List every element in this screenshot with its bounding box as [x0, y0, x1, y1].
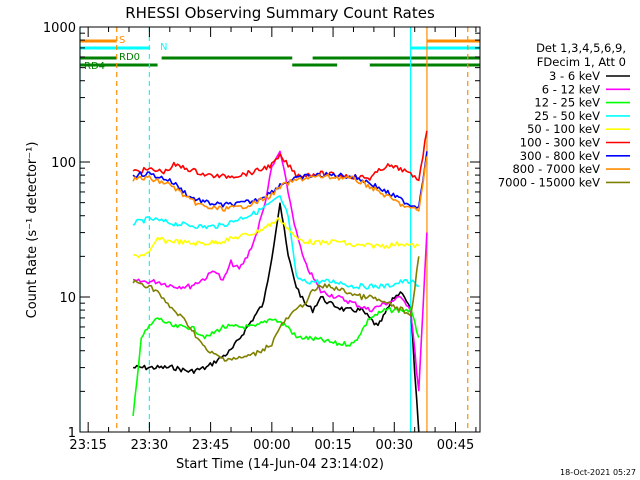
legend: Det 1,3,4,5,6,9, FDecim 1, Att 0 3 - 6 k… — [498, 41, 630, 189]
legend-header-line-2: FDecim 1, Att 0 — [537, 55, 626, 69]
state-bar-label: N — [160, 42, 167, 53]
x-tick-label: 23:15 — [69, 438, 106, 453]
state-bars-group: S N RD0 RD4 — [80, 35, 480, 72]
legend-entry-label: 800 - 7000 keV — [512, 162, 600, 176]
y-axis-label: Count Rate (s⁻¹ detector⁻¹) — [25, 142, 40, 319]
series-line — [132, 130, 428, 182]
state-bar-label: RD4 — [84, 61, 105, 72]
state-bar-label: S — [119, 35, 125, 46]
x-tick-label: 00:15 — [314, 438, 351, 453]
x-tick-label: 00:00 — [253, 438, 290, 453]
series-line — [132, 306, 420, 416]
legend-entry-label: 100 - 300 keV — [520, 136, 600, 150]
series-line — [132, 151, 428, 209]
series-line — [132, 150, 428, 392]
x-axis-ticks: 23:15 23:30 23:45 00:00 00:15 00:30 00:45 — [69, 27, 477, 453]
legend-entry-label: 25 - 50 keV — [534, 109, 600, 123]
x-axis-label: Start Time (14-Jun-04 23:14:02) — [176, 457, 384, 472]
x-tick-label: 23:45 — [192, 438, 229, 453]
legend-entry-label: 3 - 6 keV — [549, 69, 600, 83]
series-line — [132, 195, 420, 290]
x-tick-label: 23:30 — [131, 438, 168, 453]
series-line — [132, 256, 420, 362]
legend-entry-label: 12 - 25 keV — [534, 96, 600, 110]
series-group — [132, 130, 428, 433]
state-bar-label: RD0 — [119, 52, 140, 63]
y-tick-label: 1000 — [43, 21, 76, 36]
chart-title: RHESSI Observing Summary Count Rates — [125, 4, 435, 22]
legend-entry-label: 50 - 100 keV — [527, 122, 600, 136]
plot-frame — [79, 26, 481, 433]
series-line — [132, 217, 420, 259]
y-tick-label: 100 — [51, 156, 76, 171]
y-tick-label: 1 — [68, 426, 76, 441]
legend-header-line-1: Det 1,3,4,5,6,9, — [536, 41, 626, 55]
y-axis-ticks: 1 10 100 1000 — [43, 21, 480, 441]
series-line — [132, 156, 428, 212]
timestamp: 18-Oct-2021 05:27 — [560, 468, 636, 477]
x-tick-label: 00:45 — [437, 438, 474, 453]
legend-entry-label: 7000 - 15000 keV — [498, 175, 600, 189]
legend-entry-label: 6 - 12 keV — [542, 82, 600, 96]
y-tick-label: 10 — [59, 291, 76, 306]
legend-entry-label: 300 - 800 keV — [520, 149, 600, 163]
x-tick-label: 00:30 — [376, 438, 413, 453]
